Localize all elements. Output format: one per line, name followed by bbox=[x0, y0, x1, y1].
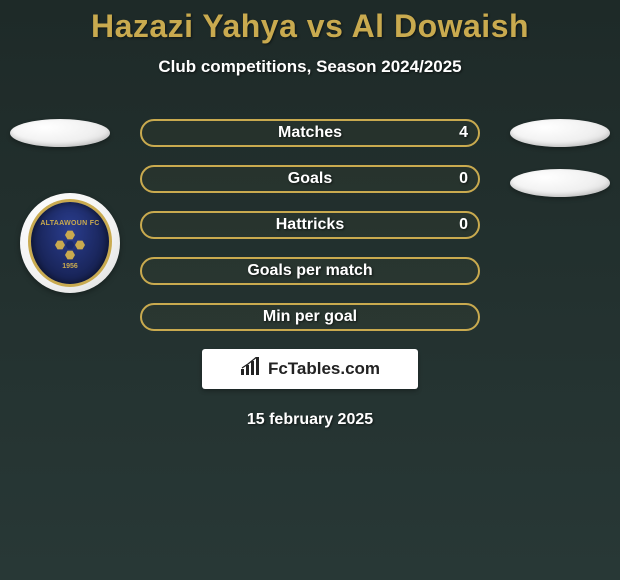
stat-right-value: 4 bbox=[459, 124, 468, 142]
stat-rows: Matches 4 Goals 0 Hattricks 0 Goals per … bbox=[140, 119, 480, 331]
stat-label: Matches bbox=[278, 124, 342, 142]
crest-shield: ALTAAWOUN FC 1956 bbox=[31, 202, 109, 284]
crest-ball-icon bbox=[53, 228, 87, 262]
stat-row-goals: Goals 0 bbox=[140, 165, 480, 193]
player-oval-left bbox=[10, 119, 110, 147]
page-container: Hazazi Yahya vs Al Dowaish Club competit… bbox=[0, 0, 620, 429]
bars-icon bbox=[240, 357, 262, 382]
brand-text: FcTables.com bbox=[268, 359, 380, 379]
player-oval-right-top bbox=[510, 119, 610, 147]
stat-label: Min per goal bbox=[263, 308, 357, 326]
stat-right-value: 0 bbox=[459, 170, 468, 188]
stat-label: Goals per match bbox=[247, 262, 372, 280]
page-title: Hazazi Yahya vs Al Dowaish bbox=[0, 8, 620, 45]
stat-label: Goals bbox=[288, 170, 332, 188]
stat-row-hattricks: Hattricks 0 bbox=[140, 211, 480, 239]
stat-row-goals-per-match: Goals per match bbox=[140, 257, 480, 285]
stats-area: ALTAAWOUN FC 1956 Matches 4 Goals bbox=[0, 119, 620, 429]
footer-date: 15 february 2025 bbox=[0, 411, 620, 429]
page-subtitle: Club competitions, Season 2024/2025 bbox=[0, 57, 620, 77]
stat-right-value: 0 bbox=[459, 216, 468, 234]
stat-label: Hattricks bbox=[276, 216, 344, 234]
stat-row-matches: Matches 4 bbox=[140, 119, 480, 147]
crest-club-name: ALTAAWOUN FC bbox=[40, 220, 99, 227]
crest-year: 1956 bbox=[62, 263, 78, 270]
club-crest: ALTAAWOUN FC 1956 bbox=[20, 193, 120, 293]
brand-box[interactable]: FcTables.com bbox=[202, 349, 418, 389]
player-oval-right-mid bbox=[510, 169, 610, 197]
stat-row-min-per-goal: Min per goal bbox=[140, 303, 480, 331]
